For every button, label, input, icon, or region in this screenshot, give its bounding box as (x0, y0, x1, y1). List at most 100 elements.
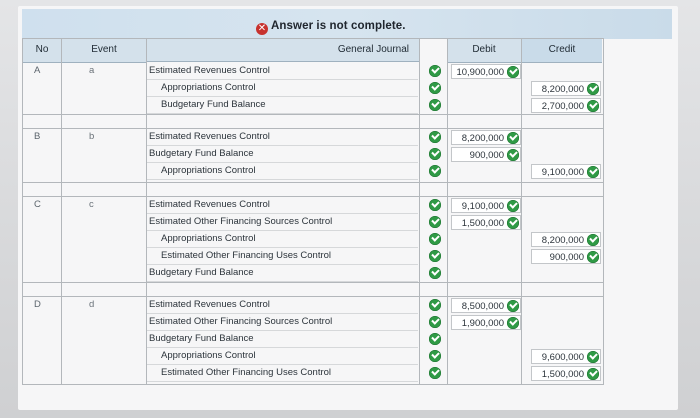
account-underline (147, 179, 418, 180)
grid-column-line (61, 38, 62, 384)
row-number: B (34, 131, 41, 142)
check-icon (507, 132, 519, 144)
grid-top-line (22, 38, 604, 39)
account-underline (147, 247, 418, 248)
account-title[interactable]: Estimated Revenues Control (149, 299, 270, 310)
row-number: D (34, 299, 41, 310)
check-icon (429, 299, 441, 311)
row-number: C (34, 199, 41, 210)
account-title[interactable]: Estimated Other Financing Sources Contro… (149, 216, 333, 227)
account-title[interactable]: Budgetary Fund Balance (149, 333, 254, 344)
header-event: Event (62, 38, 146, 63)
row-group-line (22, 128, 604, 129)
account-title[interactable]: Estimated Revenues Control (149, 131, 270, 142)
account-title[interactable]: Estimated Revenues Control (149, 199, 270, 210)
check-icon (429, 333, 441, 345)
check-icon (587, 251, 599, 263)
account-underline (147, 145, 418, 146)
check-icon (429, 250, 441, 262)
account-underline (147, 264, 418, 265)
error-x-icon: ✕ (256, 23, 268, 35)
grid-column-line (447, 38, 448, 384)
grid-column-line (419, 38, 420, 384)
credit-amount[interactable]: 9,100,000 (531, 164, 601, 179)
check-icon (507, 149, 519, 161)
check-icon (429, 131, 441, 143)
check-icon (429, 148, 441, 160)
header-no: No (23, 38, 61, 63)
check-icon (507, 317, 519, 329)
check-icon (507, 66, 519, 78)
account-underline (147, 230, 418, 231)
account-underline (147, 330, 418, 331)
status-banner (22, 9, 672, 39)
account-title[interactable]: Budgetary Fund Balance (161, 99, 266, 110)
credit-amount[interactable]: 900,000 (531, 249, 601, 264)
account-title[interactable]: Appropriations Control (161, 165, 256, 176)
check-icon (507, 200, 519, 212)
account-underline (147, 96, 418, 97)
credit-amount[interactable]: 2,700,000 (531, 98, 601, 113)
account-underline (147, 213, 418, 214)
debit-amount[interactable]: 8,200,000 (451, 130, 521, 145)
row-group-line (22, 296, 604, 297)
check-icon (429, 99, 441, 111)
check-icon (429, 267, 441, 279)
account-title[interactable]: Budgetary Fund Balance (149, 148, 254, 159)
credit-amount[interactable]: 8,200,000 (531, 232, 601, 247)
account-title[interactable]: Estimated Revenues Control (149, 65, 270, 76)
debit-amount[interactable]: 10,900,000 (451, 64, 521, 79)
account-title[interactable]: Appropriations Control (161, 233, 256, 244)
account-title[interactable]: Appropriations Control (161, 350, 256, 361)
credit-amount[interactable]: 8,200,000 (531, 81, 601, 96)
row-group-line (22, 196, 604, 197)
account-underline (147, 79, 418, 80)
credit-amount[interactable]: 1,500,000 (531, 366, 601, 381)
check-icon (429, 216, 441, 228)
row-event: c (89, 199, 94, 210)
check-icon (587, 351, 599, 363)
account-underline (147, 364, 418, 365)
account-underline (147, 313, 418, 314)
grid-column-line (521, 38, 522, 384)
account-underline (147, 347, 418, 348)
account-title[interactable]: Estimated Other Financing Uses Control (161, 367, 332, 378)
debit-amount[interactable]: 1,900,000 (451, 315, 521, 330)
check-icon (507, 300, 519, 312)
check-icon (429, 316, 441, 328)
check-icon (507, 217, 519, 229)
check-icon (429, 82, 441, 94)
account-title[interactable]: Appropriations Control (161, 82, 256, 93)
account-underline (147, 381, 418, 382)
grid-column-line (603, 38, 604, 384)
row-group-line (22, 384, 604, 385)
row-event: a (89, 65, 95, 76)
debit-amount[interactable]: 1,500,000 (451, 215, 521, 230)
check-icon (429, 350, 441, 362)
account-title[interactable]: Budgetary Fund Balance (149, 267, 254, 278)
check-icon (429, 65, 441, 77)
row-number: A (34, 65, 41, 76)
check-icon (429, 367, 441, 379)
check-icon (587, 234, 599, 246)
account-underline (147, 113, 418, 114)
check-icon (429, 233, 441, 245)
check-icon (587, 166, 599, 178)
status-message: ✕ Answer is not complete. (256, 20, 406, 35)
credit-amount[interactable]: 9,600,000 (531, 349, 601, 364)
status-text: Answer is not complete. (271, 20, 406, 32)
check-icon (429, 199, 441, 211)
check-icon (429, 165, 441, 177)
debit-amount[interactable]: 900,000 (451, 147, 521, 162)
header-journal: General Journal (147, 38, 419, 62)
check-icon (587, 368, 599, 380)
account-title[interactable]: Estimated Other Financing Sources Contro… (149, 316, 333, 327)
row-spacer-line (22, 282, 604, 283)
debit-amount[interactable]: 9,100,000 (451, 198, 521, 213)
account-title[interactable]: Estimated Other Financing Uses Control (161, 250, 332, 261)
debit-amount[interactable]: 8,500,000 (451, 298, 521, 313)
row-event: b (89, 131, 95, 142)
header-credit: Credit (522, 38, 602, 63)
grid-column-line (22, 38, 23, 384)
check-icon (587, 83, 599, 95)
